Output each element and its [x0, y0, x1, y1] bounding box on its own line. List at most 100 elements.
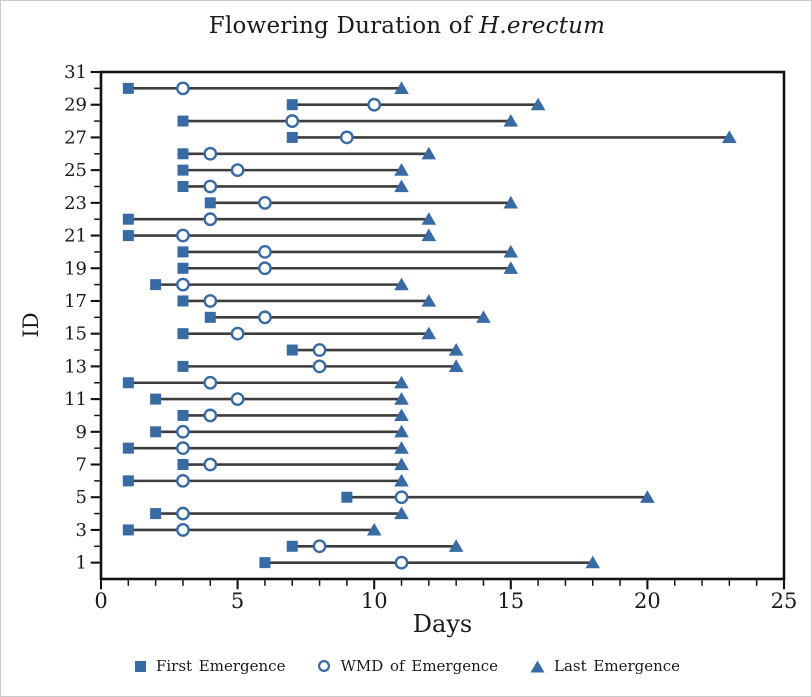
x-tick-label: 0: [94, 589, 107, 613]
last-emergence-marker: [366, 522, 382, 536]
x-tick-label: 5: [231, 589, 244, 613]
wmd-emergence-marker: [312, 359, 327, 374]
open-circle-marker-icon: [318, 659, 331, 673]
y-tick-label: 31: [64, 62, 87, 83]
y-tick-label: 15: [64, 324, 87, 345]
first-emergence-marker: [177, 409, 189, 421]
chart-title: Flowering Duration of H.erectum: [1, 13, 811, 39]
last-emergence-marker: [394, 81, 409, 94]
last-emergence-marker: [421, 212, 437, 225]
first-emergence-marker: [204, 311, 216, 323]
wmd-emergence-marker: [367, 97, 382, 112]
x-tick-label: 15: [497, 589, 524, 613]
last-emergence-marker: [394, 473, 409, 487]
first-emergence-marker: [177, 360, 189, 372]
y-tick-label: 11: [64, 389, 87, 410]
first-emergence-marker: [122, 213, 134, 225]
first-emergence-marker: [177, 164, 189, 176]
wmd-emergence-marker: [394, 555, 409, 570]
last-emergence-marker: [476, 310, 491, 323]
first-emergence-marker: [286, 131, 298, 143]
first-emergence-marker: [341, 491, 353, 503]
wmd-emergence-marker: [176, 506, 190, 521]
wmd-emergence-marker: [203, 457, 218, 472]
legend: First Emergence WMD of Emergence Last Em…: [1, 657, 811, 675]
wmd-emergence-marker: [394, 490, 409, 505]
first-emergence-marker: [122, 442, 134, 454]
last-emergence-marker: [421, 293, 437, 307]
y-tick-label: 21: [64, 226, 87, 247]
wmd-emergence-marker: [203, 375, 218, 390]
last-emergence-marker: [448, 359, 464, 372]
triangle-marker-icon: [530, 660, 545, 672]
last-emergence-marker: [448, 539, 464, 552]
first-emergence-marker: [150, 279, 162, 291]
first-emergence-marker: [204, 197, 216, 209]
first-emergence-marker: [177, 262, 189, 274]
first-emergence-marker: [177, 459, 189, 471]
first-emergence-marker: [150, 393, 162, 405]
plot-border: [99, 70, 786, 581]
last-emergence-marker: [421, 146, 437, 160]
chart-title-species: H.erectum: [479, 13, 606, 39]
legend-item-last-emergence: Last Emergence: [530, 657, 680, 675]
last-emergence-marker: [394, 424, 409, 438]
y-axis-label: ID: [19, 312, 43, 338]
y-tick-label: 5: [76, 487, 87, 508]
wmd-emergence-marker: [230, 163, 245, 178]
wmd-emergence-marker: [258, 245, 272, 259]
first-emergence-marker: [122, 475, 134, 487]
wmd-emergence-marker: [312, 343, 327, 357]
wmd-emergence-marker: [176, 228, 190, 243]
first-emergence-marker: [286, 344, 298, 356]
wmd-emergence-marker: [312, 539, 327, 554]
wmd-emergence-marker: [230, 326, 245, 341]
first-emergence-marker: [177, 246, 189, 258]
wmd-emergence-marker: [203, 146, 218, 161]
last-emergence-marker: [421, 228, 437, 242]
wmd-emergence-marker: [258, 261, 272, 276]
last-emergence-marker: [394, 392, 409, 405]
last-emergence-marker: [640, 490, 655, 503]
last-emergence-marker: [394, 375, 409, 389]
y-tick-label: 1: [76, 553, 87, 574]
wmd-emergence-marker: [203, 179, 218, 194]
y-tick-label: 29: [64, 95, 87, 116]
legend-item-first-emergence: First Emergence: [134, 657, 285, 675]
x-tick-label: 10: [361, 589, 388, 613]
last-emergence-marker: [503, 114, 519, 127]
x-tick-label: 20: [634, 589, 661, 613]
first-emergence-marker: [177, 295, 189, 307]
first-emergence-marker: [286, 99, 298, 111]
wmd-emergence-marker: [203, 408, 218, 423]
last-emergence-marker: [503, 195, 519, 209]
last-emergence-marker: [503, 261, 519, 274]
wmd-emergence-marker: [176, 277, 190, 292]
y-tick-label: 9: [76, 422, 87, 443]
wmd-emergence-marker: [176, 441, 190, 456]
last-emergence-marker: [530, 97, 546, 111]
wmd-emergence-marker: [176, 424, 190, 439]
first-emergence-marker: [286, 540, 298, 552]
first-emergence-marker: [177, 115, 189, 127]
y-tick-label: 3: [76, 520, 87, 541]
last-emergence-marker: [394, 506, 409, 520]
last-emergence-marker: [394, 277, 409, 291]
y-tick-label: 27: [64, 127, 87, 148]
last-emergence-marker: [585, 555, 601, 569]
last-emergence-marker: [394, 457, 409, 471]
first-emergence-marker: [177, 148, 189, 160]
last-emergence-marker: [503, 244, 519, 258]
first-emergence-marker: [177, 328, 189, 340]
wmd-emergence-marker: [339, 130, 354, 145]
wmd-emergence-marker: [203, 294, 218, 308]
last-emergence-marker: [394, 441, 409, 454]
first-emergence-marker: [122, 230, 134, 242]
first-emergence-marker: [150, 508, 162, 520]
y-tick-label: 13: [64, 356, 87, 377]
y-tick-label: 19: [64, 258, 87, 279]
y-tick-label: 23: [64, 193, 87, 214]
wmd-emergence-marker: [176, 81, 190, 96]
